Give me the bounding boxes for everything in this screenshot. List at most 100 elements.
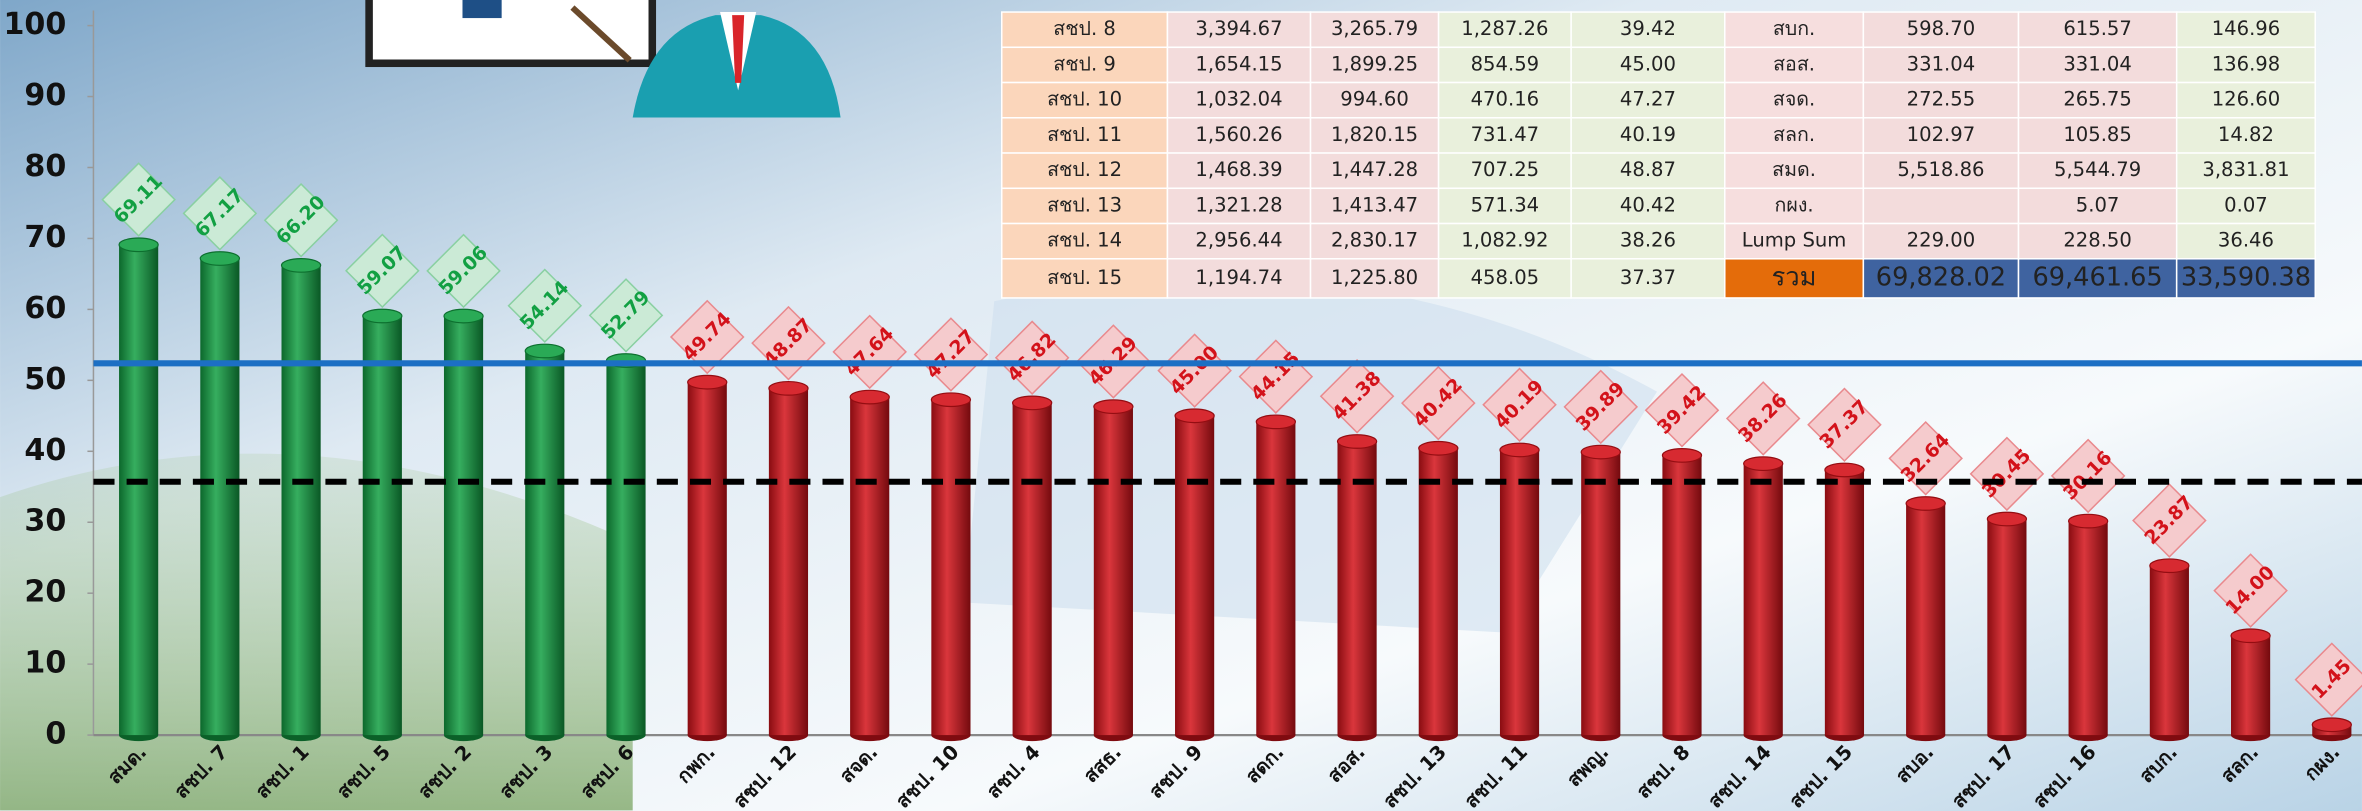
bar [606,361,645,736]
table-cell-text: 615.57 [2063,17,2132,40]
table-cell-text: 40.19 [1620,123,1676,146]
table-cell [1863,188,2018,223]
y-tick-label: 90 [24,78,66,113]
table-cell-text: 146.96 [2212,17,2281,40]
bar-top [1825,463,1864,477]
bar-top [688,375,727,389]
table-cell-text: 331.04 [2063,52,2132,75]
table-cell-text: 228.50 [2063,229,2132,252]
bar [1581,452,1620,735]
table-cell-text: 69,461.65 [2032,262,2162,292]
table-cell-text: 1,287.26 [1461,17,1548,40]
bar [363,316,402,735]
bar [119,245,158,735]
table-cell-text: 69,828.02 [1876,262,2006,292]
table-cell-text: สชป. 12 [1047,158,1122,181]
y-tick-label: 70 [24,220,66,255]
table-cell-text: 37.37 [1620,266,1676,289]
bar [1987,519,2026,735]
table-cell-text: 14.82 [2218,123,2274,146]
table-cell-text: สชป. 11 [1047,123,1122,146]
table-cell-text: สมด. [1772,158,1816,181]
bar-top [1094,400,1133,414]
table-cell-text: 1,321.28 [1195,193,1282,216]
table-cell-text: สจด. [1773,88,1815,111]
table-cell-text: 854.59 [1471,52,1540,75]
bar-top [769,382,808,396]
bar [282,265,321,735]
table-cell-text: 126.60 [2212,88,2281,111]
bar [2231,636,2270,735]
table-cell-text: 102.97 [1907,123,1976,146]
bar-top [1987,512,2026,526]
bar-top [2312,718,2351,732]
bar-top [1337,435,1376,449]
table-cell-text: 3,394.67 [1195,17,1282,40]
y-tick-label: 100 [3,7,66,42]
table-cell-text: 229.00 [1907,229,1976,252]
table-cell-text: 1,899.25 [1331,52,1418,75]
table-cell-text: 2,830.17 [1331,229,1418,252]
bar-top [1013,396,1052,410]
table-cell-text: สชป. 9 [1053,52,1116,75]
table-cell-text: สอส. [1773,52,1815,75]
table-cell-text: 5,544.79 [2054,158,2141,181]
table-cell-text: 1,032.04 [1195,88,1282,111]
table-cell-text: รวม [1772,262,1817,292]
bar-top [363,309,402,323]
y-tick-label: 40 [24,433,66,468]
table-cell-text: 1,082.92 [1461,229,1548,252]
table-cell-text: สชป. 15 [1047,266,1122,289]
bar-top [1175,409,1214,423]
bar-top [1581,445,1620,459]
table-cell-text: สชป. 8 [1053,17,1116,40]
table-cell-text: 731.47 [1471,123,1540,146]
table-cell-text: 1,820.15 [1331,123,1418,146]
table-cell-text: 2,956.44 [1195,229,1282,252]
table-cell-text: 470.16 [1471,88,1540,111]
table-cell-text: 265.75 [2063,88,2132,111]
table-cell-text: 598.70 [1907,17,1976,40]
table-cell-text: 3,831.81 [2202,158,2289,181]
bar-top [200,252,239,266]
bar-top [850,390,889,404]
table-cell-text: 48.87 [1620,158,1676,181]
table-cell-text: 38.26 [1620,229,1676,252]
bar [1744,464,1783,735]
table-cell-text: 1,560.26 [1195,123,1282,146]
bar [2069,521,2108,735]
bar [1419,448,1458,735]
y-tick-label: 0 [45,717,66,752]
table-cell-text: สชป. 14 [1047,229,1122,252]
table-cell-text: สลก. [1773,123,1815,146]
table-cell-text: 36.46 [2218,229,2274,252]
y-tick-label: 80 [24,149,66,184]
bar-top [1744,457,1783,471]
table-cell-text: 47.27 [1620,88,1676,111]
bar-top [444,309,483,323]
table-cell-text: 994.60 [1340,88,1409,111]
bar-top [1500,443,1539,457]
bar-top [1906,497,1945,511]
table-cell-text: สบก. [1773,17,1815,40]
table-cell-text: สชป. 10 [1047,88,1122,111]
table-cell-text: 1,225.80 [1331,266,1418,289]
table-cell-text: 40.42 [1620,193,1676,216]
table-cell-text: 331.04 [1907,52,1976,75]
bar [850,397,889,735]
bar-top [1419,442,1458,456]
table-cell-text: 5.07 [2076,193,2120,216]
chart: สชป. 83,394.673,265.791,287.2639.42สบก.5… [0,0,2362,811]
y-tick-label: 60 [24,291,66,326]
bar [1906,504,1945,736]
board-icon [462,0,501,18]
bar [444,316,483,735]
bar-top [282,259,321,273]
table-cell-text: 105.85 [2063,123,2132,146]
table-cell-text: กผง. [1775,193,1814,216]
bar-top [525,344,564,358]
bar [1825,470,1864,735]
bar-top [119,238,158,252]
table-cell-text: 458.05 [1471,266,1540,289]
